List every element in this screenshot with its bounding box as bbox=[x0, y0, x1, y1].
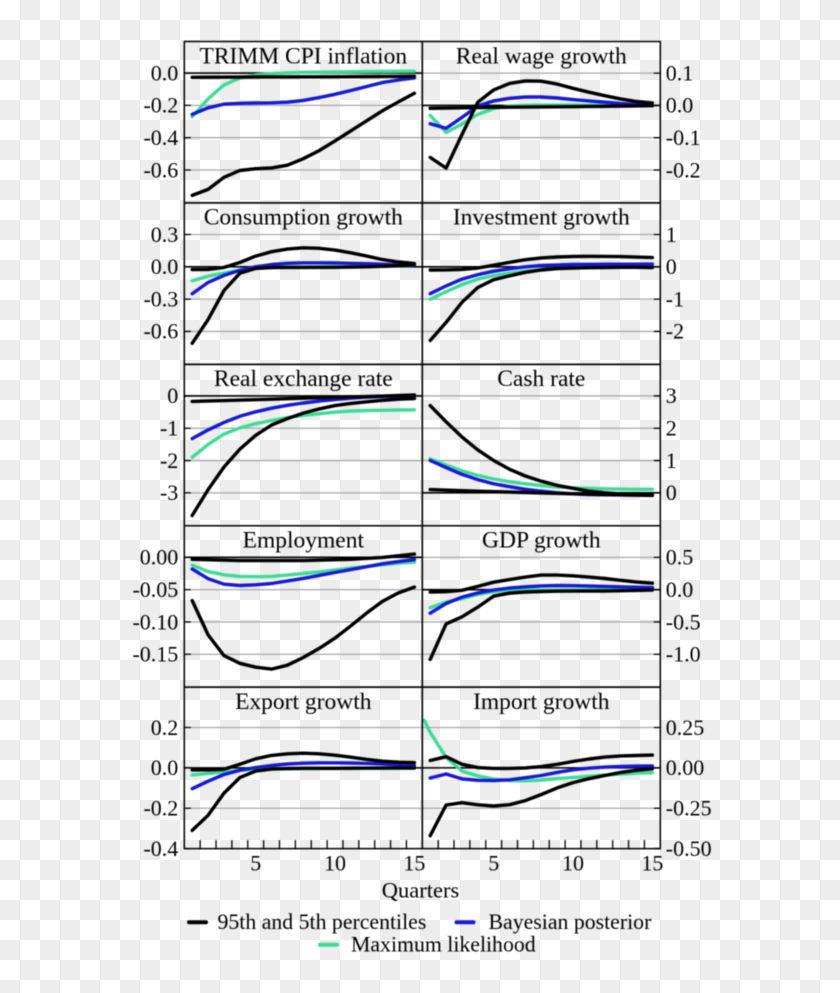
svg-text:0.2: 0.2 bbox=[151, 715, 179, 740]
svg-text:Employment: Employment bbox=[243, 528, 365, 554]
svg-text:-0.4: -0.4 bbox=[143, 836, 178, 861]
svg-text:Quarters: Quarters bbox=[382, 877, 459, 902]
svg-text:-0.2: -0.2 bbox=[143, 796, 178, 821]
svg-text:Investment growth: Investment growth bbox=[453, 205, 630, 231]
svg-text:-0.1: -0.1 bbox=[666, 125, 701, 150]
svg-text:-0.10: -0.10 bbox=[132, 609, 178, 634]
svg-text:0.0: 0.0 bbox=[151, 755, 179, 780]
svg-text:Maximum likelihood: Maximum likelihood bbox=[351, 932, 536, 956]
svg-text:Cash rate: Cash rate bbox=[497, 366, 585, 392]
svg-text:TRIMM CPI inflation: TRIMM CPI inflation bbox=[200, 43, 408, 69]
svg-text:0.0: 0.0 bbox=[666, 93, 694, 118]
svg-text:5: 5 bbox=[250, 851, 261, 876]
svg-text:-1: -1 bbox=[666, 286, 684, 311]
svg-text:-1.0: -1.0 bbox=[666, 642, 701, 667]
svg-text:5: 5 bbox=[488, 851, 499, 876]
svg-text:1: 1 bbox=[666, 222, 677, 247]
svg-text:0.5: 0.5 bbox=[666, 545, 694, 570]
svg-text:0.0: 0.0 bbox=[666, 577, 694, 602]
svg-text:0.3: 0.3 bbox=[151, 222, 179, 247]
svg-text:15: 15 bbox=[403, 851, 425, 876]
svg-text:-0.4: -0.4 bbox=[143, 125, 178, 150]
svg-text:-2: -2 bbox=[160, 448, 178, 473]
svg-text:0.1: 0.1 bbox=[666, 60, 694, 85]
svg-text:-3: -3 bbox=[160, 480, 178, 505]
svg-text:0.00: 0.00 bbox=[666, 755, 705, 780]
svg-text:3: 3 bbox=[666, 383, 677, 408]
svg-text:Real exchange rate: Real exchange rate bbox=[214, 366, 393, 392]
svg-text:0.00: 0.00 bbox=[140, 545, 179, 570]
svg-text:Bayesian posterior: Bayesian posterior bbox=[489, 910, 653, 934]
svg-text:-2: -2 bbox=[666, 319, 684, 344]
svg-text:0: 0 bbox=[666, 254, 677, 279]
svg-text:0.0: 0.0 bbox=[151, 254, 179, 279]
svg-text:95th and 5th percentiles: 95th and 5th percentiles bbox=[218, 910, 427, 934]
svg-text:Consumption growth: Consumption growth bbox=[204, 205, 403, 231]
svg-text:-0.2: -0.2 bbox=[143, 93, 178, 118]
svg-text:10: 10 bbox=[562, 851, 584, 876]
svg-text:-0.5: -0.5 bbox=[666, 609, 701, 634]
svg-text:2: 2 bbox=[666, 416, 677, 441]
svg-text:-0.6: -0.6 bbox=[143, 319, 178, 344]
svg-text:-0.05: -0.05 bbox=[132, 577, 178, 602]
svg-text:10: 10 bbox=[324, 851, 346, 876]
svg-text:0: 0 bbox=[167, 383, 178, 408]
svg-text:Import growth: Import growth bbox=[473, 689, 610, 715]
svg-text:-0.6: -0.6 bbox=[143, 157, 178, 182]
svg-text:-0.25: -0.25 bbox=[666, 796, 712, 821]
svg-text:-1: -1 bbox=[160, 416, 178, 441]
svg-text:Real wage growth: Real wage growth bbox=[456, 43, 627, 69]
svg-text:15: 15 bbox=[641, 851, 663, 876]
svg-text:-0.3: -0.3 bbox=[143, 286, 178, 311]
svg-text:0: 0 bbox=[666, 480, 677, 505]
svg-text:-0.2: -0.2 bbox=[666, 157, 701, 182]
svg-text:0.25: 0.25 bbox=[666, 715, 705, 740]
svg-text:-0.15: -0.15 bbox=[132, 642, 178, 667]
svg-text:-0.50: -0.50 bbox=[666, 836, 712, 861]
svg-text:1: 1 bbox=[666, 448, 677, 473]
svg-text:GDP growth: GDP growth bbox=[482, 528, 601, 554]
svg-text:0.0: 0.0 bbox=[151, 60, 179, 85]
svg-text:Export growth: Export growth bbox=[235, 689, 372, 715]
